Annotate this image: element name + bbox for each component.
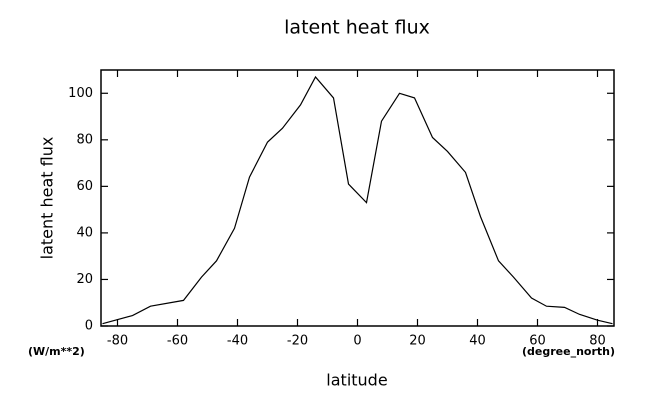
x-tick-label: -60 bbox=[167, 334, 188, 349]
x-tick-label: 60 bbox=[529, 334, 546, 349]
y-tick-label: 40 bbox=[76, 225, 93, 240]
y-tick-label: 0 bbox=[85, 319, 93, 334]
data-line bbox=[102, 75, 613, 325]
x-tick-label: -20 bbox=[287, 334, 308, 349]
x-tick-label: 40 bbox=[469, 334, 486, 349]
y-axis-label: latent heat flux bbox=[38, 137, 57, 260]
y-tick-label: 100 bbox=[68, 86, 93, 101]
y-tick-label: 80 bbox=[76, 132, 93, 147]
y-tick-label: 60 bbox=[76, 179, 93, 194]
y-tick-label: 20 bbox=[76, 272, 93, 287]
x-tick-label: 80 bbox=[589, 334, 606, 349]
plot-frame bbox=[100, 69, 615, 327]
x-axis-label: latitude bbox=[326, 371, 387, 390]
chart-title: latent heat flux bbox=[284, 17, 430, 39]
x-tick-label: 0 bbox=[353, 334, 361, 349]
x-tick-label: -40 bbox=[227, 334, 248, 349]
x-units: (degree_north) bbox=[522, 345, 615, 358]
y-units: (W/m**2) bbox=[28, 345, 85, 358]
x-tick-label: -80 bbox=[107, 334, 128, 349]
x-tick-label: 20 bbox=[409, 334, 426, 349]
